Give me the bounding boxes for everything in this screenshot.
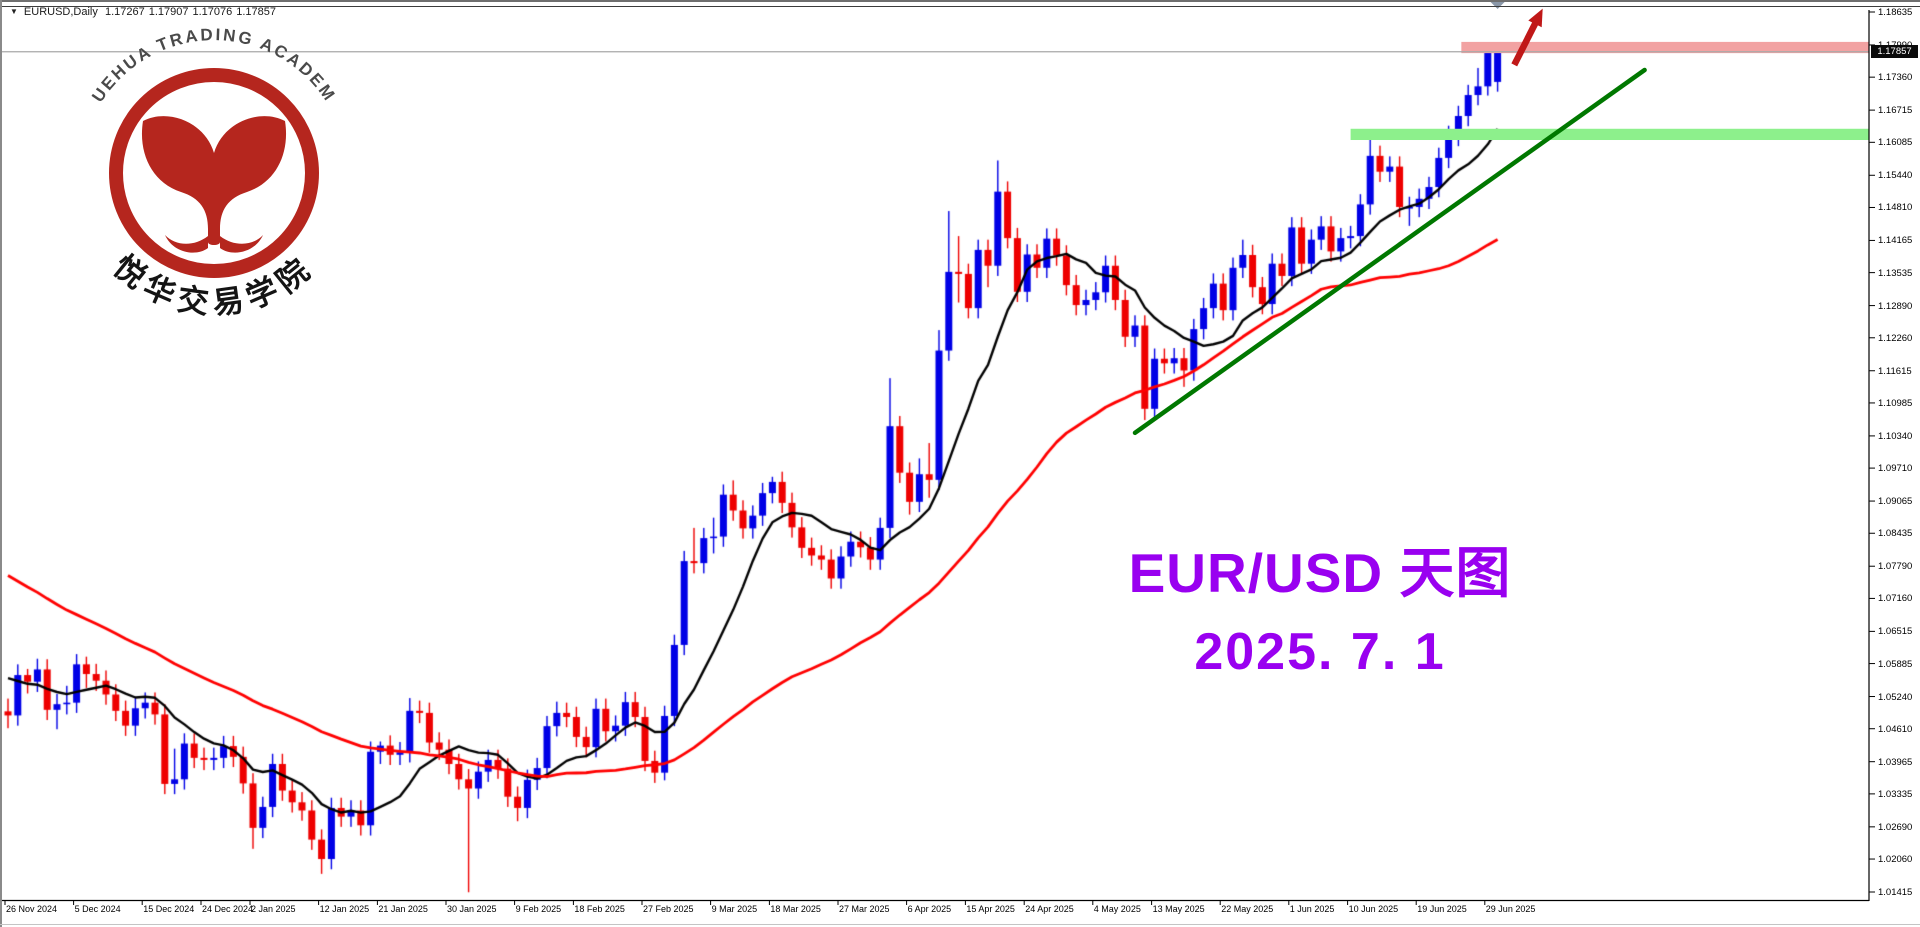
price-axis-label: 1.12890 <box>1878 300 1913 312</box>
date-axis-label: 9 Feb 2025 <box>515 904 562 914</box>
chevron-down-icon[interactable]: ▼ <box>10 7 18 16</box>
resistance-zone[interactable] <box>1461 41 1869 54</box>
yuehua-logo: YUEHUA TRADING ACADEMY 悦华交易学院 <box>48 26 340 321</box>
date-axis[interactable]: 26 Nov 2024 5 Dec 2024 15 Dec 2024 24 Dec 2… <box>0 901 1869 921</box>
window-top-border <box>0 0 1920 2</box>
date-axis-label: 18 Feb 2025 <box>574 904 625 914</box>
title-line2: 2025. 7. 1 <box>1194 623 1446 681</box>
price-axis-label: 1.06515 <box>1878 626 1913 638</box>
price-axis-label: 1.07160 <box>1878 593 1913 605</box>
date-axis-label: 15 Dec 2024 <box>143 904 195 914</box>
date-axis-label: 18 Mar 2025 <box>770 904 821 914</box>
price-axis-label: 1.04610 <box>1878 723 1913 735</box>
date-axis-label: 26 Nov 2024 <box>6 904 58 914</box>
price-axis-label: 1.10985 <box>1878 397 1913 409</box>
chart-watermark-title: EUR/USD 天图 2025. 7. 1 <box>1010 528 1630 682</box>
price-axis-label: 1.14165 <box>1878 235 1913 247</box>
price-axis-label: 1.16715 <box>1878 105 1913 117</box>
buy-arrow-head-icon[interactable] <box>1528 8 1543 28</box>
price-axis-label: 1.08435 <box>1878 528 1913 540</box>
current-price-tag: 1.17857 <box>1871 45 1918 59</box>
date-axis-label: 15 Apr 2025 <box>966 904 1015 914</box>
date-axis-label: 6 Apr 2025 <box>907 904 952 914</box>
close-value: 1.17857 <box>236 6 277 18</box>
date-axis-label: 12 Jan 2025 <box>319 904 370 914</box>
price-axis-label: 1.11615 <box>1878 365 1912 377</box>
price-axis-label: 1.13535 <box>1878 267 1913 279</box>
date-axis-label: 22 May 2025 <box>1221 904 1274 914</box>
date-axis-label: 2 Jan 2025 <box>251 904 296 914</box>
date-axis-label: 27 Feb 2025 <box>643 904 694 914</box>
price-axis-label: 1.01415 <box>1878 887 1913 898</box>
title-line1: EUR/USD 天图 <box>1128 542 1512 604</box>
low-value: 1.17076 <box>192 6 233 18</box>
date-axis-label: 5 Dec 2024 <box>74 904 121 914</box>
date-axis-label: 19 Jun 2025 <box>1417 904 1467 914</box>
buy-arrow-icon[interactable] <box>1511 16 1542 67</box>
price-axis-label: 1.10340 <box>1878 430 1913 442</box>
date-axis-label: 27 Mar 2025 <box>839 904 890 914</box>
high-value: 1.17907 <box>148 6 189 18</box>
date-axis-label: 4 May 2025 <box>1093 904 1141 914</box>
price-axis-label: 1.17360 <box>1878 72 1913 84</box>
date-axis-label: 24 Dec 2024 <box>202 904 254 914</box>
date-axis-label: 21 Jan 2025 <box>378 904 428 914</box>
date-axis-label: 29 Jun 2025 <box>1485 904 1536 914</box>
logo-ring <box>109 68 319 278</box>
last-bar-marker-icon <box>1490 2 1505 9</box>
price-axis-label: 1.18635 <box>1878 7 1913 18</box>
svg-text:YUEHUA TRADING ACADEMY: YUEHUA TRADING ACADEMY <box>48 26 340 106</box>
open-value: 1.17267 <box>104 6 145 18</box>
price-axis-label: 1.09065 <box>1878 496 1913 508</box>
logo-arc-text: YUEHUA TRADING ACADEMY <box>48 26 337 106</box>
chart-header: ▼ EURUSD,Daily 1.17267 1.17907 1.17076 1.178… <box>10 6 280 20</box>
ascending-trendline[interactable] <box>1132 67 1647 436</box>
date-axis-label: 1 Jun 2025 <box>1289 904 1335 914</box>
date-axis-label: 24 Apr 2025 <box>1025 904 1074 914</box>
price-axis-label: 1.03335 <box>1878 788 1913 800</box>
window-bottom-border <box>0 924 1920 925</box>
symbol-timeframe-label: EURUSD,Daily <box>23 6 98 18</box>
logo-tulip-icon <box>141 116 287 253</box>
price-axis-label: 1.05885 <box>1878 658 1913 670</box>
date-axis-label: 13 May 2025 <box>1152 904 1205 914</box>
window-left-border <box>0 0 2 927</box>
price-axis-label: 1.12260 <box>1878 332 1913 344</box>
price-axis-label: 1.16085 <box>1878 137 1913 149</box>
price-axis-label: 1.07790 <box>1878 561 1913 573</box>
price-axis-label: 1.15440 <box>1878 170 1913 182</box>
date-axis-label: 9 Mar 2025 <box>711 904 758 914</box>
price-axis-label: 1.05240 <box>1878 691 1913 703</box>
price-axis-label: 1.02060 <box>1878 854 1913 866</box>
svg-text:悦华交易学院: 悦华交易学院 <box>107 248 321 321</box>
price-axis-label: 1.02690 <box>1878 821 1913 833</box>
date-axis-label: 30 Jan 2025 <box>447 904 497 914</box>
support-zone[interactable] <box>1350 128 1869 141</box>
price-axis[interactable]: 1.186351.179901.173601.167151.160851.154… <box>1869 7 1920 920</box>
window-top-border-line <box>0 6 1920 7</box>
price-axis-label: 1.09710 <box>1878 463 1913 475</box>
date-axis-label: 10 Jun 2025 <box>1348 904 1399 914</box>
axis-ticks <box>4 11 1875 905</box>
price-axis-label: 1.14810 <box>1878 202 1913 214</box>
logo-cn-text: 悦华交易学院 <box>107 248 314 321</box>
price-axis-label: 1.03965 <box>1878 756 1913 768</box>
